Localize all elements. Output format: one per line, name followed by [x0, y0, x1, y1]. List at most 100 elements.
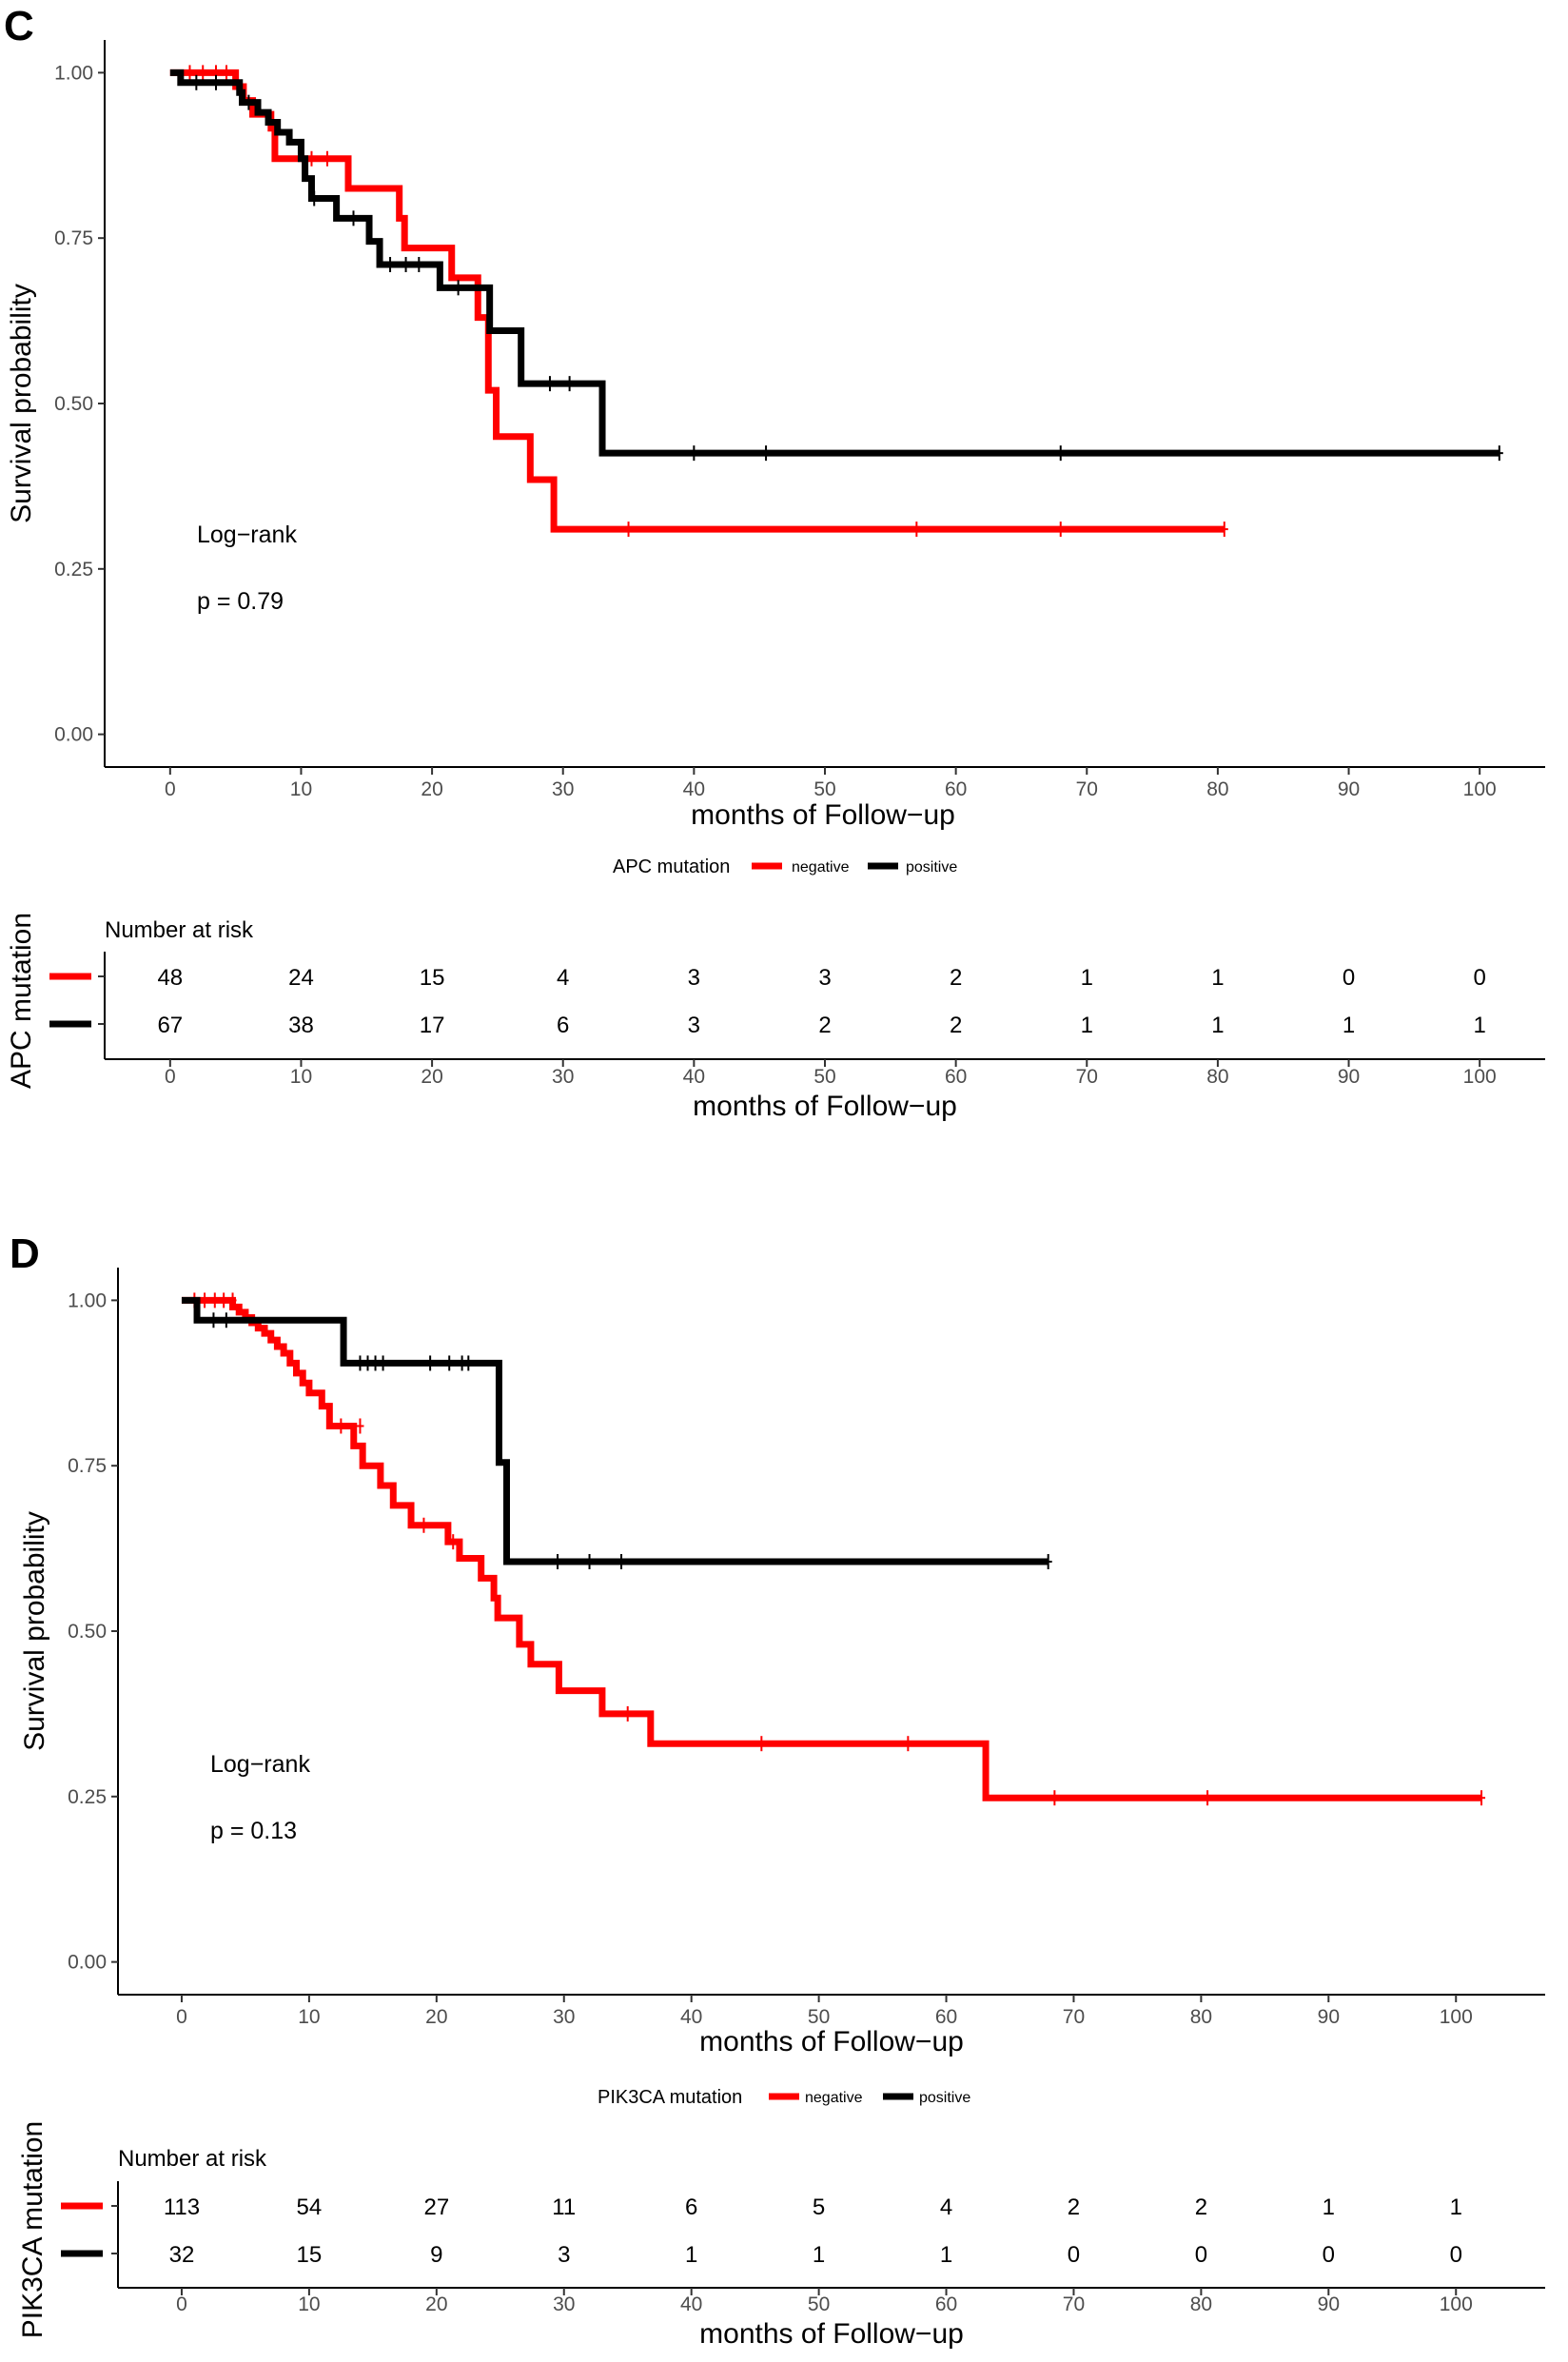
- logrank-label: Log−rank: [210, 1751, 310, 1778]
- x-tick-label: 80: [1206, 778, 1228, 800]
- risk-count: 3: [558, 2242, 570, 2268]
- risk-count: 1: [1343, 1013, 1355, 1038]
- legend-title: APC mutation: [613, 856, 730, 877]
- risk-count: 1: [813, 2242, 825, 2268]
- risk-count: 1: [1211, 965, 1224, 991]
- risk-count: 1: [940, 2242, 952, 2268]
- x-tick-label: 30: [553, 2006, 575, 2028]
- legend-label-negative: negative: [792, 859, 850, 876]
- risk-count: 6: [557, 1013, 569, 1038]
- risk-x-tick-label: 80: [1206, 1066, 1228, 1088]
- panel-label: D: [10, 1230, 40, 1277]
- risk-count: 3: [688, 965, 700, 991]
- y-tick-label: 0.50: [68, 1621, 107, 1643]
- x-tick-label: 60: [945, 778, 967, 800]
- x-tick-label: 0: [165, 778, 176, 800]
- curve-negative: [181, 1296, 1482, 1801]
- x-tick-label: 100: [1440, 2006, 1473, 2028]
- x-tick-label: 80: [1190, 2006, 1212, 2028]
- risk-x-tick-label: 50: [813, 1066, 835, 1088]
- x-tick-label: 10: [298, 2006, 320, 2028]
- y-axis-title: Survival probability: [6, 284, 37, 523]
- risk-count: 0: [1068, 2242, 1080, 2268]
- x-tick-label: 40: [680, 2006, 702, 2028]
- legend-label-positive: positive: [919, 2090, 970, 2106]
- risk-count: 1: [1211, 1013, 1224, 1038]
- risk-count: 27: [423, 2195, 449, 2220]
- risk-count: 0: [1195, 2242, 1207, 2268]
- risk-count: 2: [950, 1013, 962, 1038]
- risk-count: 48: [157, 965, 183, 991]
- risk-x-tick-label: 70: [1063, 2293, 1085, 2315]
- risk-count: 17: [420, 1013, 445, 1038]
- x-axis-title: months of Follow−up: [699, 2026, 964, 2057]
- risk-count: 0: [1323, 2242, 1335, 2268]
- risk-count: 1: [1450, 2195, 1462, 2220]
- x-tick-label: 30: [552, 778, 574, 800]
- legend-label-negative: negative: [805, 2090, 863, 2106]
- y-tick-label: 0.25: [68, 1786, 107, 1808]
- y-tick-label: 1.00: [68, 1289, 107, 1311]
- risk-x-tick-label: 100: [1440, 2293, 1473, 2315]
- risk-x-tick-label: 10: [290, 1066, 312, 1088]
- risk-count: 0: [1450, 2242, 1462, 2268]
- x-tick-label: 100: [1463, 778, 1497, 800]
- x-tick-label: 10: [290, 778, 312, 800]
- risk-count: 67: [157, 1013, 183, 1038]
- risk-count: 2: [818, 1013, 831, 1038]
- risk-x-tick-label: 70: [1076, 1066, 1098, 1088]
- x-tick-label: 50: [808, 2006, 830, 2028]
- risk-x-tick-label: 10: [298, 2293, 320, 2315]
- risk-count: 3: [688, 1013, 700, 1038]
- risk-count: 9: [430, 2242, 442, 2268]
- x-tick-label: 20: [421, 778, 442, 800]
- y-tick-label: 0.00: [68, 1952, 107, 1974]
- risk-count: 0: [1474, 965, 1486, 991]
- risk-x-tick-label: 90: [1338, 1066, 1360, 1088]
- risk-x-tick-label: 20: [421, 1066, 442, 1088]
- risk-count: 32: [169, 2242, 195, 2268]
- p-value: p = 0.79: [197, 588, 284, 615]
- risk-count: 2: [1068, 2195, 1080, 2220]
- x-tick-label: 50: [813, 778, 835, 800]
- risk-count: 3: [818, 965, 831, 991]
- risk-count: 54: [297, 2195, 323, 2220]
- risk-table-title: Number at risk: [105, 917, 254, 943]
- x-tick-label: 90: [1338, 778, 1360, 800]
- y-tick-label: 0.00: [54, 724, 93, 746]
- legend: PIK3CA mutation negative positive: [598, 2087, 970, 2108]
- x-tick-label: 0: [176, 2006, 187, 2028]
- y-tick-label: 0.75: [54, 227, 93, 249]
- risk-x-tick-label: 100: [1463, 1066, 1497, 1088]
- risk-x-axis-title: months of Follow−up: [699, 2318, 964, 2350]
- risk-count: 5: [813, 2195, 825, 2220]
- risk-y-axis-title: APC mutation: [6, 913, 37, 1089]
- curve-negative: [169, 69, 1225, 533]
- curve-positive: [169, 69, 1499, 457]
- risk-count: 15: [297, 2242, 323, 2268]
- x-tick-label: 70: [1063, 2006, 1085, 2028]
- x-axis-title: months of Follow−up: [691, 799, 955, 831]
- x-tick-label: 70: [1076, 778, 1098, 800]
- panel-label: C: [4, 3, 34, 49]
- risk-x-tick-label: 30: [553, 2293, 575, 2315]
- x-tick-label: 60: [935, 2006, 957, 2028]
- logrank-label: Log−rank: [197, 522, 297, 548]
- risk-count: 38: [288, 1013, 314, 1038]
- risk-count: 2: [950, 965, 962, 991]
- risk-x-tick-label: 60: [935, 2293, 957, 2315]
- km-panel-c: C0.000.250.500.751.000 10 20 30 40 50 60 70 80 90…: [4, 3, 1545, 1122]
- risk-x-tick-label: 0: [165, 1066, 176, 1088]
- p-value: p = 0.13: [210, 1818, 297, 1844]
- y-tick-label: 0.50: [54, 393, 93, 415]
- risk-x-tick-label: 50: [808, 2293, 830, 2315]
- risk-count: 2: [1195, 2195, 1207, 2220]
- risk-count: 15: [420, 965, 445, 991]
- risk-x-tick-label: 60: [945, 1066, 967, 1088]
- y-tick-label: 0.25: [54, 559, 93, 581]
- risk-count: 24: [288, 965, 314, 991]
- y-tick-label: 0.75: [68, 1455, 107, 1477]
- risk-count: 1: [1474, 1013, 1486, 1038]
